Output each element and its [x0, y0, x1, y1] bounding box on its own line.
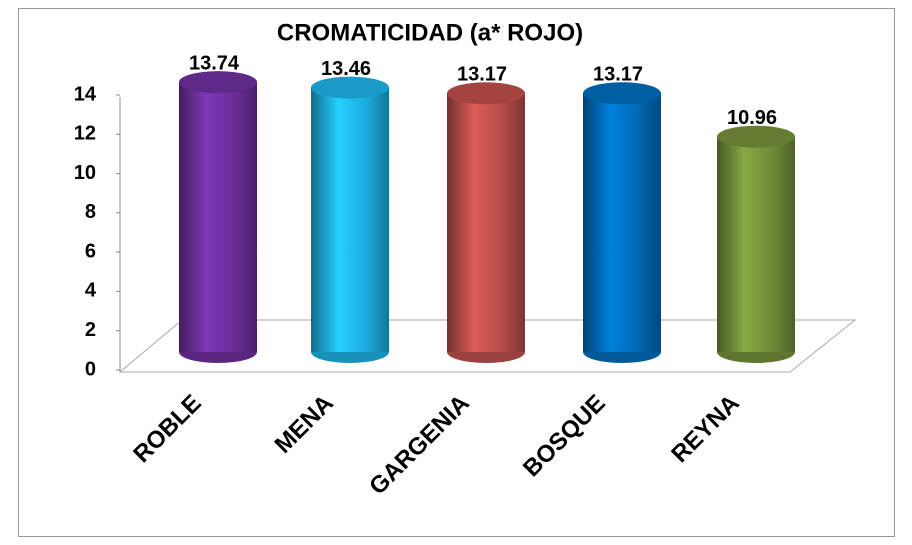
y-tick-label: 8 [85, 201, 96, 223]
chart-title: CROMATICIDAD (a* ROJO) [277, 19, 583, 46]
bar-cap [311, 76, 389, 99]
data-label: 13.17 [457, 64, 507, 86]
bar-cap [447, 82, 525, 105]
y-tick-label: 14 [74, 83, 97, 105]
bar [311, 87, 389, 352]
bar [717, 136, 795, 352]
data-label: 10.96 [727, 107, 777, 129]
bar-cap [179, 71, 257, 94]
bar-cap [717, 125, 795, 148]
y-tick-label: 6 [85, 240, 96, 262]
bar-cap [583, 82, 661, 105]
data-label: 13.17 [593, 64, 643, 86]
bar [179, 82, 257, 352]
y-tick-label: 10 [74, 162, 96, 184]
y-tick-label: 4 [85, 280, 97, 302]
data-label: 13.74 [189, 52, 240, 74]
bar [583, 93, 661, 352]
bar [447, 93, 525, 352]
data-label: 13.46 [321, 58, 371, 80]
y-tick-label: 0 [85, 358, 96, 380]
y-tick-label: 2 [85, 319, 96, 341]
y-tick-label: 12 [74, 123, 96, 145]
